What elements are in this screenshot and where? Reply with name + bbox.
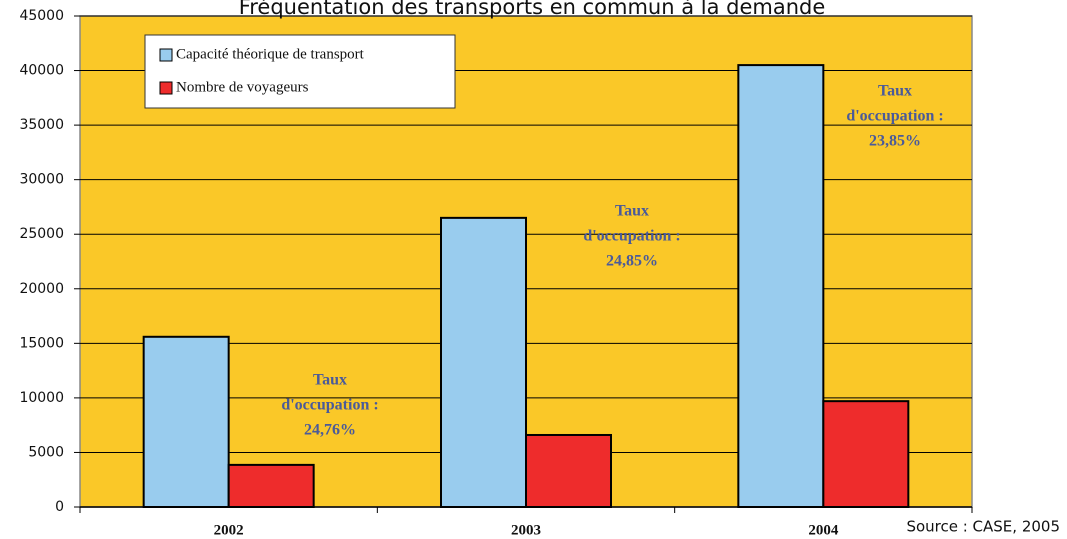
x-tick-label: 2002 [214,522,244,538]
annotation: d'occupation : [846,108,943,125]
legend-label: Capacité théorique de transport [176,46,365,62]
source: Source : CASE, 2005 [906,518,1060,536]
annotation: 24,76% [304,422,356,439]
y-tick-label: 25000 [19,226,64,242]
legend-swatch [159,48,173,62]
bar [822,400,910,509]
annotation: d'occupation : [583,228,680,245]
annotation: 24,85% [606,253,658,270]
bar [525,433,612,508]
x-tick-label: 2003 [511,522,541,538]
y-tick-label: 40000 [19,63,64,79]
y-tick-label: 15000 [19,335,64,351]
annotation: Taux [615,203,649,220]
x-tick-label: 2004 [808,522,839,538]
legend-label: Nombre de voyageurs [176,79,309,95]
annotation: Taux [313,372,347,389]
bar [142,335,230,508]
bar [227,463,315,509]
y-tick-label: 20000 [19,281,64,297]
annotation: Taux [878,83,912,100]
y-tick-label: 35000 [19,117,64,133]
y-tick-label: 0 [55,499,64,515]
bar [440,216,527,508]
y-tick-label: 45000 [19,8,64,24]
y-tick-label: 30000 [19,172,64,188]
annotation: 23,85% [869,133,921,150]
legend [144,34,456,109]
legend-swatch [159,81,173,95]
y-tick-label: 5000 [28,444,64,460]
bar [737,64,825,508]
chart-title: Fréquentation des transports en commun à… [239,0,826,19]
annotation: d'occupation : [281,397,378,414]
y-tick-label: 10000 [19,390,64,406]
